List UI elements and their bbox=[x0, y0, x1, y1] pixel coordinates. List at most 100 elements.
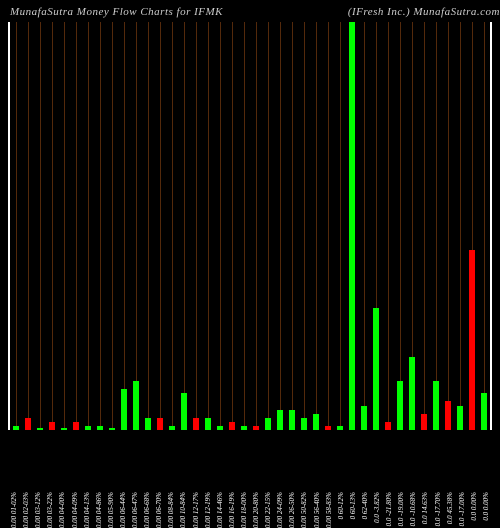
grid-line bbox=[184, 22, 185, 430]
grid-line bbox=[424, 22, 425, 430]
grid-line bbox=[208, 22, 209, 430]
bar bbox=[49, 422, 56, 430]
chart-title-right: (IFresh Inc.) MunafaSutra.com bbox=[348, 6, 500, 18]
grid-line bbox=[436, 22, 437, 430]
bar bbox=[385, 422, 392, 430]
grid-line bbox=[76, 22, 77, 430]
grid-line bbox=[244, 22, 245, 430]
bar bbox=[277, 410, 284, 430]
bar bbox=[301, 418, 308, 430]
x-label: 0.0 0.00% bbox=[470, 492, 478, 521]
bar bbox=[145, 418, 152, 430]
grid-line bbox=[400, 22, 401, 430]
grid-line bbox=[388, 22, 389, 430]
bar bbox=[433, 381, 440, 430]
x-label: 0.00 04-86% bbox=[95, 492, 103, 528]
grid-line bbox=[340, 22, 341, 430]
bar bbox=[85, 426, 92, 430]
x-label: 0.00 12-17% bbox=[192, 492, 200, 528]
bar bbox=[97, 426, 104, 430]
x-label: 0.0 -10.68% bbox=[409, 492, 417, 526]
x-label: 0 62-40% bbox=[361, 492, 369, 519]
grid-line bbox=[40, 22, 41, 430]
bar bbox=[109, 428, 116, 430]
x-label: 0.00 03-12% bbox=[34, 492, 42, 528]
x-label: 0.00 06-70% bbox=[155, 492, 163, 528]
grid-line bbox=[268, 22, 269, 430]
x-label: 0.00 12-19% bbox=[204, 492, 212, 528]
bar bbox=[205, 418, 212, 430]
money-flow-chart bbox=[8, 22, 492, 430]
x-label: 0.00 06-44% bbox=[119, 492, 127, 528]
bar bbox=[229, 422, 236, 430]
x-label: 0.00 50-82% bbox=[300, 492, 308, 528]
bar bbox=[61, 428, 68, 430]
x-label: 0.00 58-83% bbox=[325, 492, 333, 528]
x-label: 0.00 05-90% bbox=[107, 492, 115, 528]
x-label: 0.0 0.00% bbox=[482, 492, 490, 521]
grid-line bbox=[256, 22, 257, 430]
grid-line bbox=[136, 22, 137, 430]
grid-line bbox=[64, 22, 65, 430]
bar bbox=[13, 426, 20, 430]
grid-line bbox=[124, 22, 125, 430]
bar bbox=[481, 393, 488, 430]
grid-line bbox=[232, 22, 233, 430]
bar bbox=[169, 426, 176, 430]
grid-line bbox=[172, 22, 173, 430]
grid-line bbox=[460, 22, 461, 430]
bar bbox=[325, 426, 332, 430]
bar bbox=[349, 22, 356, 430]
x-label: 0.0 -21.80% bbox=[385, 492, 393, 526]
x-label: 0.00 06-47% bbox=[131, 492, 139, 528]
x-label: 0.00 04-13% bbox=[83, 492, 91, 528]
bar bbox=[25, 418, 32, 430]
x-label: 0.0 14.63% bbox=[421, 492, 429, 524]
x-label: 0 60-12% bbox=[337, 492, 345, 519]
bar bbox=[73, 422, 80, 430]
x-label: 0.0 -3.82% bbox=[373, 492, 381, 523]
bar bbox=[361, 406, 368, 430]
grid-line bbox=[52, 22, 53, 430]
bar bbox=[217, 426, 224, 430]
grid-line bbox=[448, 22, 449, 430]
x-label: 0.0 -17.00% bbox=[458, 492, 466, 526]
bar bbox=[241, 426, 248, 430]
x-axis-labels: 0.00 01-02%0.00 02-03%0.00 03-12%0.00 03… bbox=[8, 432, 492, 500]
bar bbox=[409, 357, 416, 430]
grid-line bbox=[364, 22, 365, 430]
x-label: 0.00 08-84% bbox=[167, 492, 175, 528]
bar bbox=[37, 428, 44, 430]
bar bbox=[253, 426, 260, 430]
grid-line bbox=[304, 22, 305, 430]
bar bbox=[373, 308, 380, 430]
x-label: 0.00 02-03% bbox=[22, 492, 30, 528]
grid-line bbox=[88, 22, 89, 430]
bar bbox=[157, 418, 164, 430]
x-label: 0.00 03-22% bbox=[46, 492, 54, 528]
bar bbox=[421, 414, 428, 430]
grid-line bbox=[328, 22, 329, 430]
grid-line bbox=[280, 22, 281, 430]
bar bbox=[121, 389, 128, 430]
x-label: 0.00 01-02% bbox=[10, 492, 18, 528]
grid-line bbox=[196, 22, 197, 430]
grid-line bbox=[112, 22, 113, 430]
grid-line bbox=[160, 22, 161, 430]
chart-title-left: MunafaSutra Money Flow Charts for IFMK bbox=[10, 6, 223, 18]
x-label: 0.00 06-68% bbox=[143, 492, 151, 528]
grid-line bbox=[100, 22, 101, 430]
x-label: 0.00 24-09% bbox=[276, 492, 284, 528]
x-label: 0.00 04-00% bbox=[58, 492, 66, 528]
x-label: 0 60-13% bbox=[349, 492, 357, 519]
bar bbox=[289, 410, 296, 430]
x-label: 0.00 22-15% bbox=[264, 492, 272, 528]
x-label: 0.00 10-84% bbox=[179, 492, 187, 528]
grid-line bbox=[292, 22, 293, 430]
x-label: 0.00 26-50% bbox=[288, 492, 296, 528]
x-label: 0.00 16-19% bbox=[228, 492, 236, 528]
grid-line bbox=[16, 22, 17, 430]
bar bbox=[193, 418, 200, 430]
bar bbox=[337, 426, 344, 430]
x-label: 0.00 56-40% bbox=[313, 492, 321, 528]
